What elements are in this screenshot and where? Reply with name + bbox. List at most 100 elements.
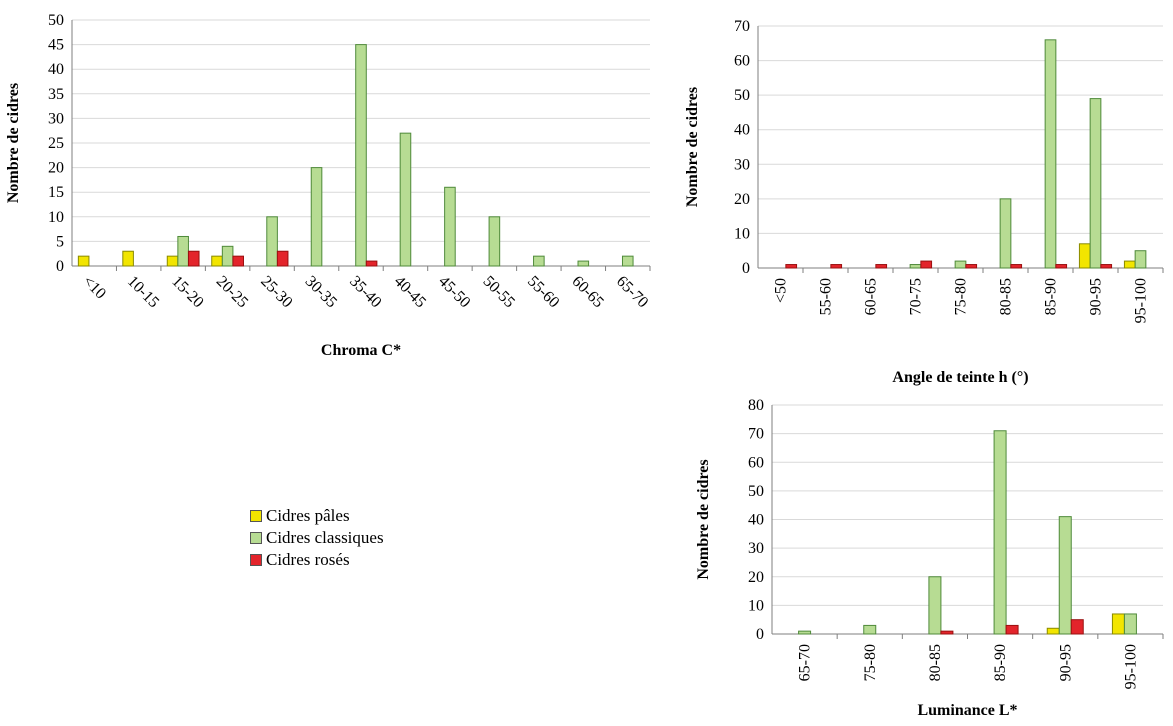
y-tick-label: 5 (56, 233, 64, 250)
y-tick-label: 60 (748, 454, 764, 471)
chart-1: 0 5 10 15 20 25 30 35 40 45 50 <10 10-15 15-20 20-25 25… (5, 12, 651, 359)
bar (1058, 516, 1072, 635)
x-tick-label: 65-70 (797, 644, 814, 681)
legend-label-pale: Cidres pâles (266, 506, 350, 525)
legend-item-classic: Cidres classiques (250, 527, 384, 549)
y-tick-label: 20 (748, 569, 764, 586)
y-tick-label: 30 (48, 110, 64, 127)
bar (830, 264, 843, 269)
bar (1089, 98, 1102, 269)
y-axis-label: Nombre de cidres (695, 459, 712, 579)
bar (920, 260, 933, 269)
bar (1123, 260, 1136, 269)
legend-item-pale: Cidres pâles (250, 505, 384, 527)
bar (177, 235, 189, 267)
y-tick-label: 50 (734, 87, 750, 104)
x-tick-label: 30-35 (302, 273, 340, 311)
y-tick-label: 50 (48, 12, 64, 29)
x-tick-label: 95-100 (1122, 644, 1139, 689)
y-tick-label: 25 (48, 135, 64, 152)
y-tick-label: 40 (734, 122, 750, 139)
x-tick-label: <10 (79, 273, 109, 303)
y-tick-label: 50 (748, 483, 764, 500)
x-tick-label: 75-80 (953, 278, 970, 315)
bar (785, 264, 798, 269)
y-axis-label: Nombre de cidres (5, 83, 22, 203)
bar (488, 216, 501, 267)
bar (1078, 243, 1091, 269)
x-tick-label: 20-25 (213, 273, 251, 311)
bar (1005, 624, 1019, 635)
bar (187, 250, 200, 267)
y-tick-label: 20 (734, 191, 750, 208)
bar (399, 132, 412, 267)
bar (355, 44, 367, 267)
bar (940, 630, 954, 635)
legend-item-rose: Cidres rosés (250, 549, 384, 571)
x-tick-label: 65-70 (613, 273, 651, 311)
y-tick-label: 10 (734, 225, 750, 242)
legend-swatch-rose (250, 554, 262, 566)
bar (365, 260, 378, 267)
x-axis-label: Angle de teinte h (°) (892, 369, 1028, 386)
x-tick-label: 25-30 (257, 273, 295, 311)
bar (1046, 627, 1060, 635)
chart-3: 0 10 20 30 40 50 60 70 80 65-70 75-80 80-85 85-90 90-… (695, 397, 1164, 719)
bar (1100, 264, 1113, 269)
legend-swatch-pale (250, 510, 262, 522)
bar (621, 255, 634, 267)
bar (444, 186, 456, 267)
legend: Cidres pâles Cidres classiques Cidres ro… (250, 505, 384, 571)
bar (211, 255, 223, 267)
chart-2: 0 10 20 30 40 50 60 70 <50 55-60 60-65 70-75 75-80 80… (684, 18, 1164, 386)
x-tick-label: 75-80 (862, 644, 879, 681)
bar (954, 260, 967, 269)
y-tick-label: 10 (48, 209, 64, 226)
x-tick-label: 40-45 (391, 273, 429, 311)
bar (1070, 619, 1084, 635)
bar (232, 255, 244, 267)
x-tick-label: <50 (773, 278, 790, 303)
y-tick-label: 40 (48, 61, 64, 78)
y-tick-label: 45 (48, 37, 64, 54)
y-tick-label: 80 (748, 397, 764, 414)
y-tick-label: 0 (742, 260, 750, 277)
legend-label-rose: Cidres rosés (266, 550, 350, 569)
bar (1123, 613, 1137, 635)
y-tick-label: 70 (748, 426, 764, 443)
x-tick-label: 90-95 (1057, 644, 1074, 681)
x-tick-label: 95-100 (1133, 278, 1150, 323)
bar (1010, 264, 1023, 269)
x-tick-label: 80-85 (998, 278, 1015, 315)
x-tick-label: 55-60 (818, 278, 835, 315)
bar (1111, 613, 1125, 635)
bar (798, 630, 812, 635)
bar (1134, 250, 1147, 269)
x-tick-label: 85-90 (1043, 278, 1060, 315)
y-tick-label: 30 (734, 156, 750, 173)
bar (965, 264, 978, 269)
x-tick-label: 15-20 (168, 273, 206, 311)
x-tick-label: 70-75 (908, 278, 925, 315)
bar (221, 245, 234, 267)
bar (999, 198, 1012, 269)
x-tick-label: 85-90 (992, 644, 1009, 681)
y-tick-label: 35 (48, 86, 64, 103)
bar (1044, 39, 1057, 269)
bar (266, 216, 278, 267)
y-tick-label: 20 (48, 160, 64, 177)
bar (77, 255, 90, 267)
y-tick-label: 0 (756, 626, 764, 643)
x-axis-label: Chroma C* (321, 342, 401, 359)
bar (276, 250, 289, 267)
x-tick-label: 60-65 (568, 273, 606, 311)
y-axis-label: Nombre de cidres (684, 87, 701, 207)
x-tick-label: 10-15 (124, 273, 162, 311)
y-tick-label: 60 (734, 53, 750, 70)
x-tick-label: 80-85 (927, 644, 944, 681)
y-tick-label: 30 (748, 540, 764, 557)
y-tick-label: 40 (748, 512, 764, 529)
bar (928, 576, 942, 635)
x-tick-label: 45-50 (435, 273, 473, 311)
